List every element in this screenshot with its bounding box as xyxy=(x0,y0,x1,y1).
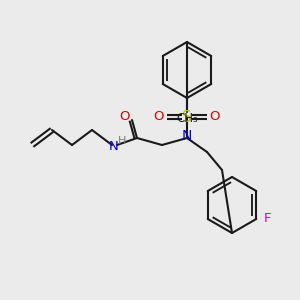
Text: O: O xyxy=(210,110,220,124)
Text: O: O xyxy=(119,110,129,122)
Text: N: N xyxy=(109,140,119,154)
Text: H: H xyxy=(118,136,126,146)
Text: N: N xyxy=(182,129,192,143)
Text: CH₃: CH₃ xyxy=(176,112,198,125)
Text: S: S xyxy=(182,110,192,124)
Text: F: F xyxy=(263,212,271,224)
Text: O: O xyxy=(154,110,164,124)
